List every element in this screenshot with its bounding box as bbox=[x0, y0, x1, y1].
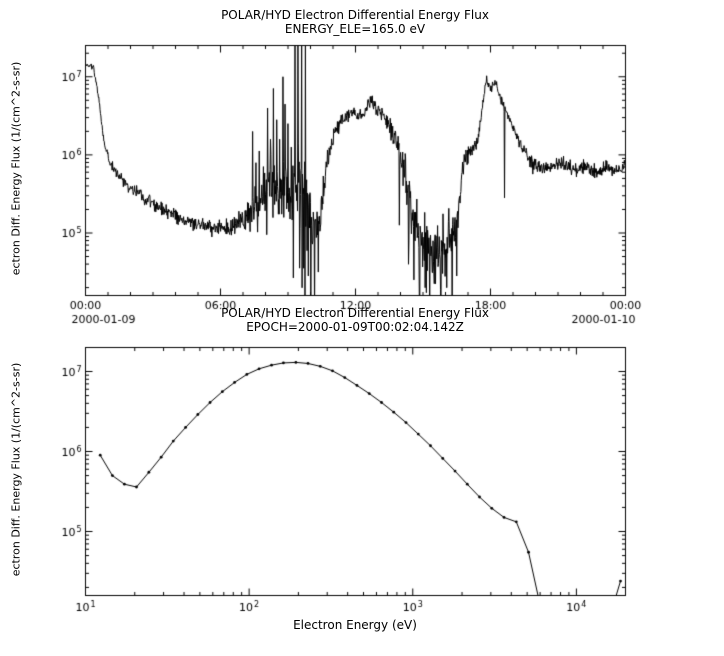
bottom-chart-title: POLAR/HYD Electron Differential Energy F… bbox=[221, 306, 489, 320]
bottom-chart-x-axis-label: Electron Energy (eV) bbox=[293, 618, 417, 632]
top-chart-title: POLAR/HYD Electron Differential Energy F… bbox=[221, 8, 489, 22]
bottom-chart-y-axis-label: ectron Diff. Energy Flux (1/(cm^2-s-sr) bbox=[9, 362, 23, 577]
top-chart-y-axis-label: ectron Diff. Energy Flux (1/(cm^2-s-sr) bbox=[9, 61, 23, 276]
bottom-chart-subtitle: EPOCH=2000-01-09T00:02:04.142Z bbox=[246, 320, 464, 334]
top-chart-subtitle: ENERGY_ELE=165.0 eV bbox=[284, 22, 426, 36]
